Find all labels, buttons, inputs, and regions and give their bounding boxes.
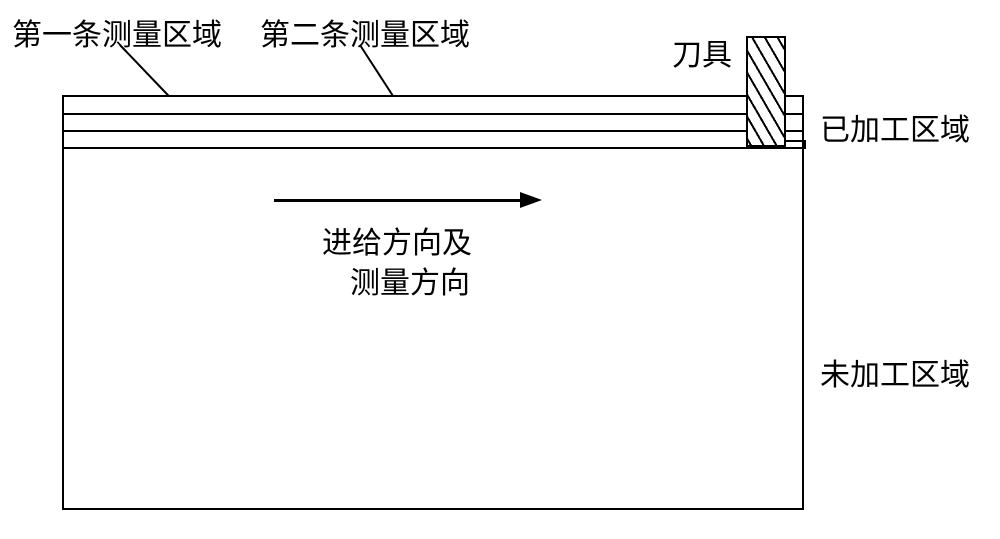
label-machined: 已加工区域 [820,105,970,149]
region1-line [64,113,802,115]
label-region2: 第二条测量区域 [260,10,470,54]
direction-arrow-head [520,192,542,208]
machined-boundary-line [64,147,802,149]
label-unmachined: 未加工区域 [820,350,970,394]
direction-arrow-line [274,199,522,202]
tool-edge [786,140,804,142]
label-direction-line1: 进给方向及 [322,218,472,262]
workpiece-body [62,95,804,510]
tool-hatch [746,36,786,147]
tool-body [746,36,786,147]
label-direction-line2: 测量方向 [350,258,470,302]
region2-line [64,130,802,132]
tool-edge-v [804,140,806,149]
label-region1: 第一条测量区域 [12,10,222,54]
label-tool: 刀具 [672,30,732,74]
